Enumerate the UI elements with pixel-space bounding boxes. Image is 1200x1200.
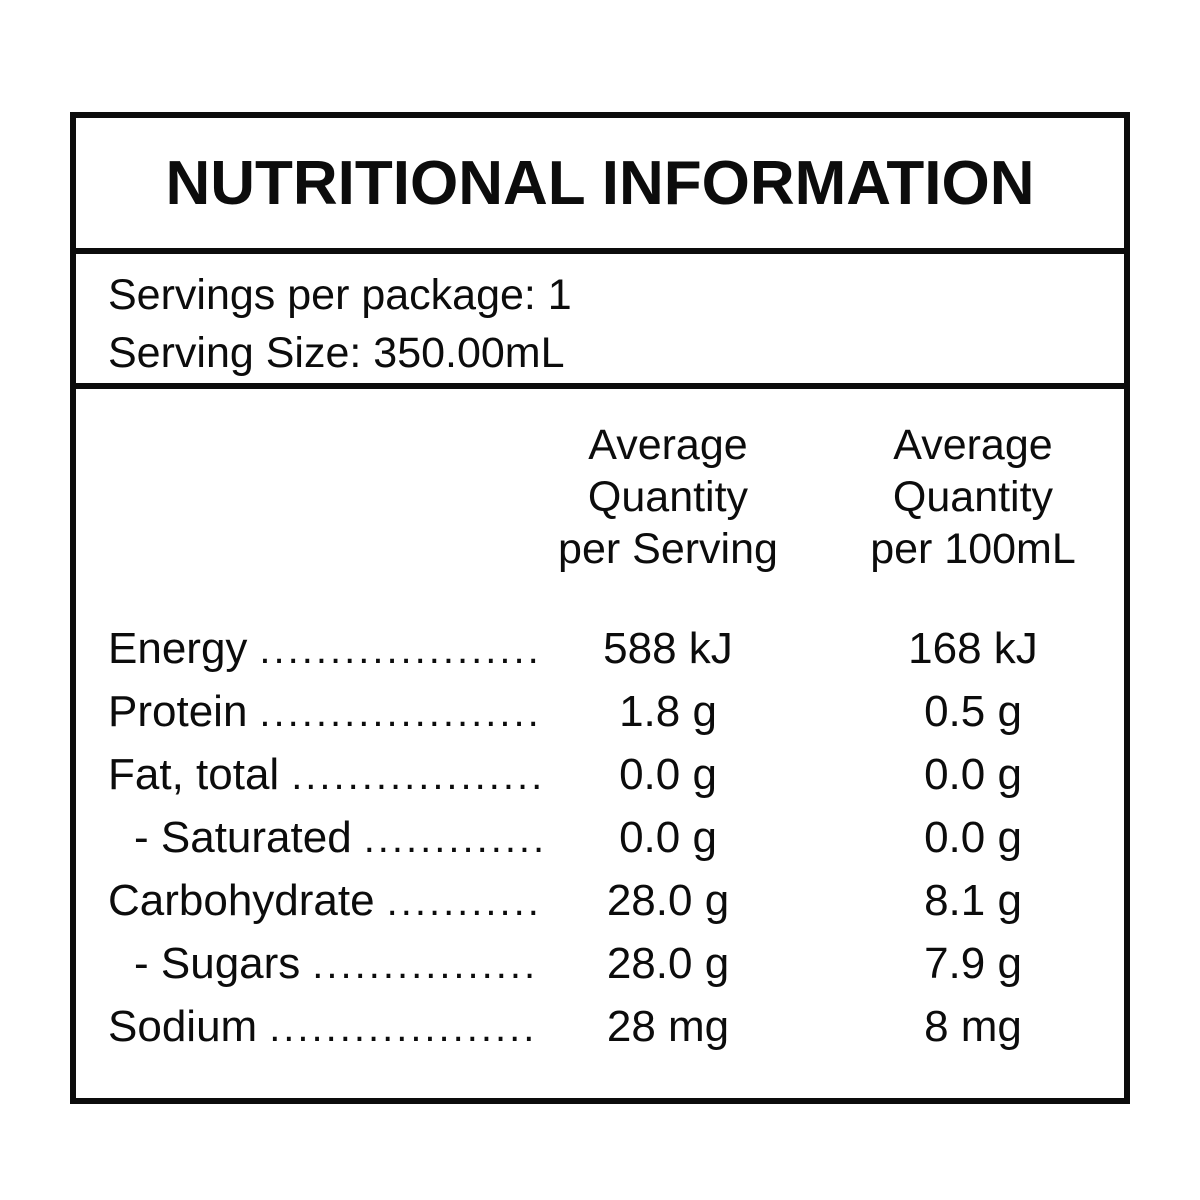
nutrient-label-cell: - Sugars ...............................… <box>108 939 543 989</box>
nutrient-label-cell: - Saturated ............................… <box>108 813 543 863</box>
value-per-serving: 0.0 g <box>619 812 717 862</box>
title-section: NUTRITIONAL INFORMATION <box>76 118 1124 254</box>
dot-leader: ........................................… <box>312 942 541 987</box>
dot-leader: ........................................… <box>259 690 541 735</box>
nutrient-name: Sodium <box>108 1001 258 1051</box>
table-body: Energy .................................… <box>108 617 1098 1058</box>
table-row-sugars: - Sugars ...............................… <box>108 932 1098 995</box>
nutrition-label: NUTRITIONAL INFORMATION Servings per pac… <box>70 112 1130 1104</box>
table-header-row: Average Quantity per Serving Average Qua… <box>108 419 1098 575</box>
nutrient-label-cell: Protein ................................… <box>108 687 543 737</box>
dot-leader: ........................................… <box>291 753 541 798</box>
nutrient-label-cell: Fat, total .............................… <box>108 750 543 800</box>
dot-leader: ........................................… <box>386 879 541 924</box>
value-per-serving: 28.0 g <box>606 938 730 988</box>
nutrient-name: Energy <box>108 623 248 673</box>
value-per-100ml: 0.0 g <box>924 749 1022 799</box>
value-per-100ml: 168 kJ <box>908 623 1038 673</box>
nutrient-label-cell: Sodium .................................… <box>108 1002 543 1052</box>
nutrient-name: Protein <box>108 686 248 736</box>
value-per-100ml: 8.1 g <box>924 875 1022 925</box>
dot-leader: ........................................… <box>269 1005 541 1050</box>
value-per-100ml: 8 mg <box>924 1001 1022 1051</box>
value-per-100ml: 0.0 g <box>924 812 1022 862</box>
table-row-energy: Energy .................................… <box>108 617 1098 680</box>
table-row-fat-total: Fat, total .............................… <box>108 743 1098 806</box>
nutrient-name: Fat, total <box>108 749 280 799</box>
label-title: NUTRITIONAL INFORMATION <box>165 148 1035 218</box>
table-row-protein: Protein ................................… <box>108 680 1098 743</box>
nutrient-name: - Sugars <box>134 938 301 988</box>
column-header-per-serving: Average Quantity per Serving <box>558 421 778 573</box>
column-header-per-100ml: Average Quantity per 100mL <box>870 421 1076 573</box>
nutrient-label-cell: Carbohydrate ...........................… <box>108 876 543 926</box>
value-per-100ml: 7.9 g <box>924 938 1022 988</box>
value-per-serving: 588 kJ <box>603 623 733 673</box>
nutrient-name: Carbohydrate <box>108 875 375 925</box>
dot-leader: ........................................… <box>363 816 541 861</box>
serving-size: Serving Size: 350.00mL <box>108 329 565 377</box>
value-per-serving: 0.0 g <box>619 749 717 799</box>
dot-leader: ........................................… <box>259 627 541 672</box>
value-per-serving: 28.0 g <box>606 875 730 925</box>
nutrition-table: Average Quantity per Serving Average Qua… <box>76 389 1124 1058</box>
servings-per-package: Servings per package: 1 <box>108 271 572 319</box>
nutrient-name: - Saturated <box>134 812 352 862</box>
value-per-serving: 1.8 g <box>619 686 717 736</box>
servings-section: Servings per package: 1 Serving Size: 35… <box>76 254 1124 389</box>
nutrient-label-cell: Energy .................................… <box>108 624 543 674</box>
value-per-100ml: 0.5 g <box>924 686 1022 736</box>
table-row-carbohydrate: Carbohydrate ...........................… <box>108 869 1098 932</box>
table-row-saturated-fat: - Saturated ............................… <box>108 806 1098 869</box>
table-row-sodium: Sodium .................................… <box>108 995 1098 1058</box>
value-per-serving: 28 mg <box>606 1001 730 1051</box>
